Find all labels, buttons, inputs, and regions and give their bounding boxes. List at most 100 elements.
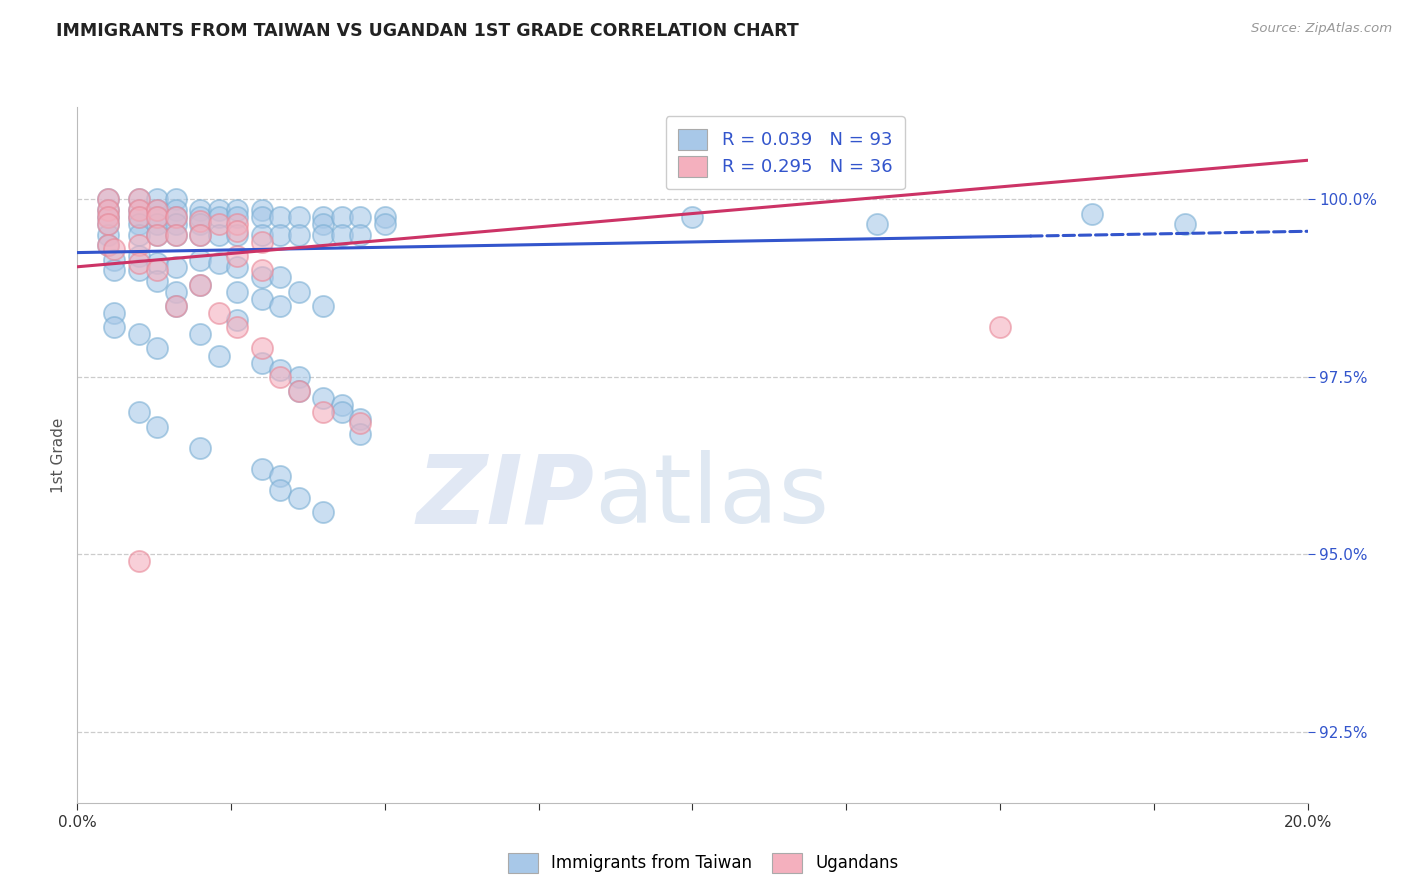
Point [312, 210, 335, 224]
Point [682, 210, 704, 224]
Point [165, 202, 187, 217]
Point [165, 260, 187, 274]
Point [226, 313, 249, 327]
Point [128, 263, 150, 277]
Point [250, 210, 273, 224]
Point [208, 217, 231, 231]
Point [103, 320, 125, 334]
Point [128, 227, 150, 242]
Point [97, 238, 120, 252]
Point [146, 227, 169, 242]
Point [128, 327, 150, 342]
Point [226, 210, 249, 224]
Point [250, 462, 273, 476]
Point [226, 320, 249, 334]
Point [188, 227, 212, 242]
Point [128, 202, 150, 217]
Point [208, 227, 231, 242]
Point [288, 491, 311, 505]
Point [312, 299, 335, 313]
Point [188, 202, 212, 217]
Point [146, 217, 169, 231]
Point [330, 405, 353, 419]
Point [330, 227, 353, 242]
Point [250, 263, 273, 277]
Point [97, 217, 120, 231]
Point [103, 242, 125, 256]
Point [97, 202, 120, 217]
Point [146, 256, 169, 270]
Point [269, 210, 291, 224]
Point [288, 384, 311, 398]
Text: atlas: atlas [595, 450, 830, 543]
Point [226, 249, 249, 263]
Point [97, 238, 120, 252]
Point [188, 217, 212, 231]
Point [146, 210, 169, 224]
Point [269, 469, 291, 483]
Point [188, 227, 212, 242]
Point [288, 369, 311, 384]
Point [146, 202, 169, 217]
Point [188, 213, 212, 227]
Point [988, 320, 1011, 334]
Point [349, 426, 371, 441]
Point [288, 210, 311, 224]
Point [103, 306, 125, 320]
Point [208, 349, 231, 363]
Point [330, 398, 353, 412]
Point [128, 405, 150, 419]
Point [97, 227, 120, 242]
Point [208, 210, 231, 224]
Point [128, 256, 150, 270]
Point [208, 256, 231, 270]
Point [165, 210, 187, 224]
Point [288, 285, 311, 299]
Point [97, 217, 120, 231]
Point [146, 274, 169, 288]
Point [269, 362, 291, 376]
Point [165, 210, 187, 224]
Point [1174, 217, 1197, 231]
Point [128, 249, 150, 263]
Point [250, 342, 273, 356]
Point [146, 202, 169, 217]
Point [146, 227, 169, 242]
Point [349, 210, 371, 224]
Legend: R = 0.039   N = 93, R = 0.295   N = 36: R = 0.039 N = 93, R = 0.295 N = 36 [665, 116, 905, 189]
Point [349, 412, 371, 426]
Point [288, 227, 311, 242]
Point [188, 210, 212, 224]
Point [208, 202, 231, 217]
Point [250, 227, 273, 242]
Point [188, 252, 212, 267]
Point [312, 217, 335, 231]
Point [250, 235, 273, 249]
Point [226, 227, 249, 242]
Point [250, 292, 273, 306]
Point [188, 277, 212, 292]
Point [226, 260, 249, 274]
Point [269, 369, 291, 384]
Point [128, 238, 150, 252]
Point [330, 210, 353, 224]
Point [269, 483, 291, 498]
Point [208, 306, 231, 320]
Point [188, 441, 212, 455]
Point [165, 299, 187, 313]
Point [97, 202, 120, 217]
Point [226, 285, 249, 299]
Point [349, 416, 371, 430]
Point [165, 227, 187, 242]
Y-axis label: 1st Grade: 1st Grade [51, 417, 66, 492]
Point [269, 227, 291, 242]
Point [269, 299, 291, 313]
Point [312, 505, 335, 519]
Point [146, 342, 169, 356]
Point [165, 285, 187, 299]
Legend: Immigrants from Taiwan, Ugandans: Immigrants from Taiwan, Ugandans [501, 847, 905, 880]
Point [312, 391, 335, 405]
Point [103, 263, 125, 277]
Point [374, 217, 396, 231]
Point [97, 210, 120, 224]
